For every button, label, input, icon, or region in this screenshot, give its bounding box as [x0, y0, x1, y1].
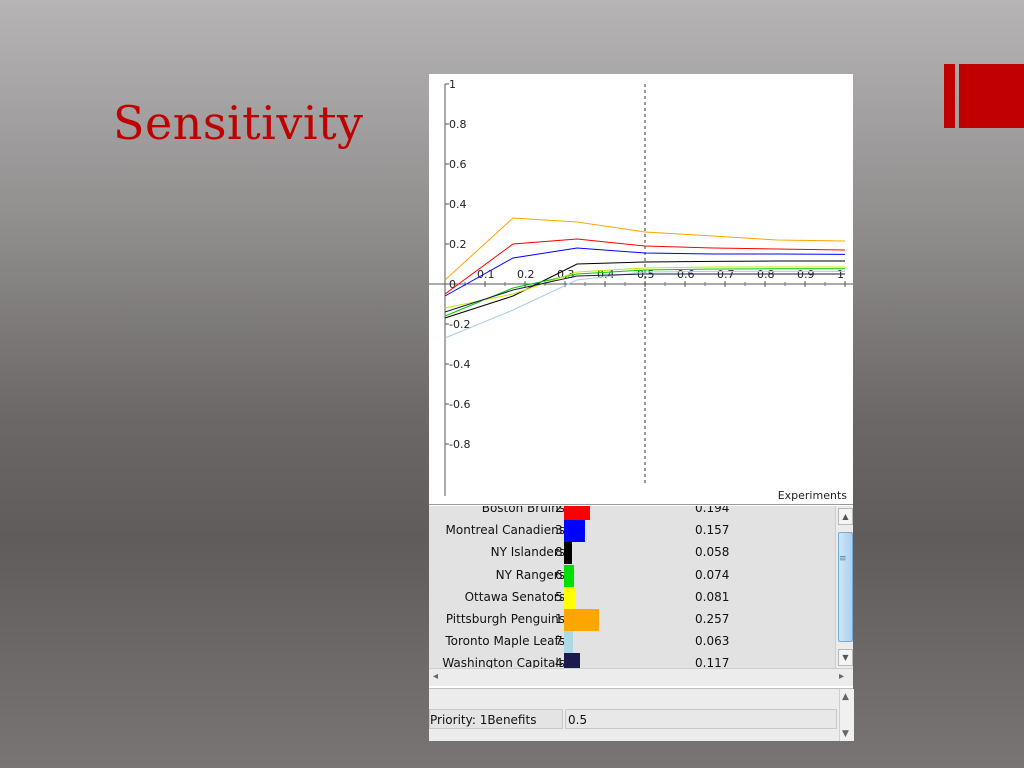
priority-value: 0.257: [695, 612, 730, 626]
accent-bar-small: [944, 64, 955, 128]
y-tick-label: 1: [449, 78, 456, 91]
y-tick-label: 0.6: [449, 158, 467, 171]
series-line: [444, 273, 845, 313]
y-tick-label: -0.4: [449, 358, 470, 371]
series-line: [444, 270, 845, 339]
series-line: [444, 247, 846, 297]
list-item[interactable]: NY Rangers 6 0.074: [429, 564, 835, 587]
list-horizontal-scrollbar[interactable]: ◂ ▸: [429, 668, 853, 686]
series-line: [444, 266, 845, 309]
alternative-name: Montreal Canadiens: [445, 523, 565, 538]
alternative-rank: 6: [555, 567, 563, 582]
sensitivity-panel: 1 0.8 0.6 0.4 0.2 0 -0.2 -0.4 -0.6 -0.8 0.1 0.2 0.3 0…: [429, 74, 854, 741]
alternative-rank: 3: [555, 523, 563, 538]
priority-bar: [564, 564, 574, 587]
priority-value: 0.063: [695, 634, 730, 649]
scroll-left-icon[interactable]: ◂: [433, 671, 439, 682]
series-line: [444, 217, 846, 281]
series-line: [444, 268, 845, 317]
slide-title: Sensitivity: [113, 96, 364, 150]
list-item[interactable]: Toronto Maple Leafs 7 0.063: [429, 631, 835, 654]
list-item[interactable]: Boston Bruins 2 0.194: [429, 506, 835, 520]
property-key: Priority: 1Benefits: [429, 709, 563, 729]
scroll-up-icon[interactable]: ▲: [838, 508, 853, 525]
priority-value: 0.081: [695, 589, 730, 604]
x-tick-label: 0.2: [517, 268, 535, 281]
alternative-name: Pittsburgh Penguins: [445, 612, 565, 626]
y-tick-label: 0.2: [449, 238, 467, 251]
list-item[interactable]: NY Islanders 8 0.058: [429, 542, 835, 565]
alternative-rank: 8: [555, 545, 563, 560]
alternative-name: NY Rangers: [495, 567, 565, 582]
y-tick-label: 0: [449, 278, 456, 291]
scroll-down-icon[interactable]: ▼: [842, 729, 849, 739]
alternative-rank: 2: [555, 506, 563, 515]
priority-value: 0.117: [695, 656, 730, 668]
alternative-rank: 5: [555, 589, 563, 604]
alternatives-list: Boston Bruins 2 0.194 Montreal Canadiens 3 0.…: [429, 506, 853, 686]
alternative-name: Ottawa Senators: [464, 589, 565, 604]
scroll-thumb[interactable]: [838, 532, 853, 642]
list-item[interactable]: Ottawa Senators 5 0.081: [429, 586, 835, 609]
scroll-down-icon[interactable]: ▼: [838, 649, 853, 666]
alternative-rank: 7: [555, 634, 563, 649]
alternative-rank: 1: [555, 612, 563, 626]
priority-bar: [564, 609, 599, 631]
sensitivity-chart[interactable]: 1 0.8 0.6 0.4 0.2 0 -0.2 -0.4 -0.6 -0.8 0.1 0.2 0.3 0…: [429, 74, 853, 505]
y-tick-label: -0.8: [449, 438, 470, 451]
priority-value: 0.058: [695, 545, 730, 560]
list-item[interactable]: Pittsburgh Penguins 1 0.257: [429, 609, 835, 631]
property-grid: Priority: 1Benefits 0.5 ▲ ▼: [429, 688, 854, 741]
grip-icon: ≡: [839, 554, 847, 564]
accent-bar-large: [959, 64, 1024, 128]
priority-value: 0.074: [695, 567, 730, 582]
priority-bar: [564, 653, 580, 668]
scroll-up-icon[interactable]: ▲: [842, 692, 849, 702]
series-line: [444, 260, 845, 319]
y-tick-label: 0.4: [449, 198, 467, 211]
scroll-right-icon[interactable]: ▸: [839, 671, 845, 682]
property-scrollbar[interactable]: ▲ ▼: [839, 689, 854, 741]
priority-value: 0.194: [695, 506, 730, 515]
series-line: [444, 238, 846, 295]
priority-bar: [564, 506, 590, 520]
priority-bar: [564, 520, 585, 543]
y-tick-label: -0.2: [449, 318, 470, 331]
priority-value: 0.157: [695, 523, 730, 538]
alternative-name: Toronto Maple Leafs: [445, 634, 565, 649]
x-axis-label: Experiments: [778, 489, 848, 502]
list-item[interactable]: Montreal Canadiens 3 0.157: [429, 520, 835, 543]
alternative-name: Boston Bruins: [481, 506, 565, 515]
alternative-name: Washington Capitals: [442, 656, 565, 668]
y-tick-label: 0.8: [449, 118, 467, 131]
property-value-field[interactable]: 0.5: [565, 709, 837, 729]
alternative-rank: 4: [555, 656, 563, 668]
y-tick-label: -0.6: [449, 398, 470, 411]
list-item[interactable]: Washington Capitals 4 0.117: [429, 653, 835, 668]
alternative-name: NY Islanders: [490, 545, 565, 560]
priority-bar: [564, 542, 572, 565]
priority-bar: [564, 631, 573, 654]
alternatives-list-body: Boston Bruins 2 0.194 Montreal Canadiens 3 0.…: [429, 506, 835, 668]
list-vertical-scrollbar[interactable]: ▲ ≡ ▼: [835, 506, 853, 668]
chart-canvas: 10.80.60.40.20-0.2-0.4-0.6-0.80.1 0.2 0.3 0…: [429, 78, 853, 502]
priority-bar: [564, 586, 575, 609]
x-tick-label: 0.4: [597, 268, 615, 281]
